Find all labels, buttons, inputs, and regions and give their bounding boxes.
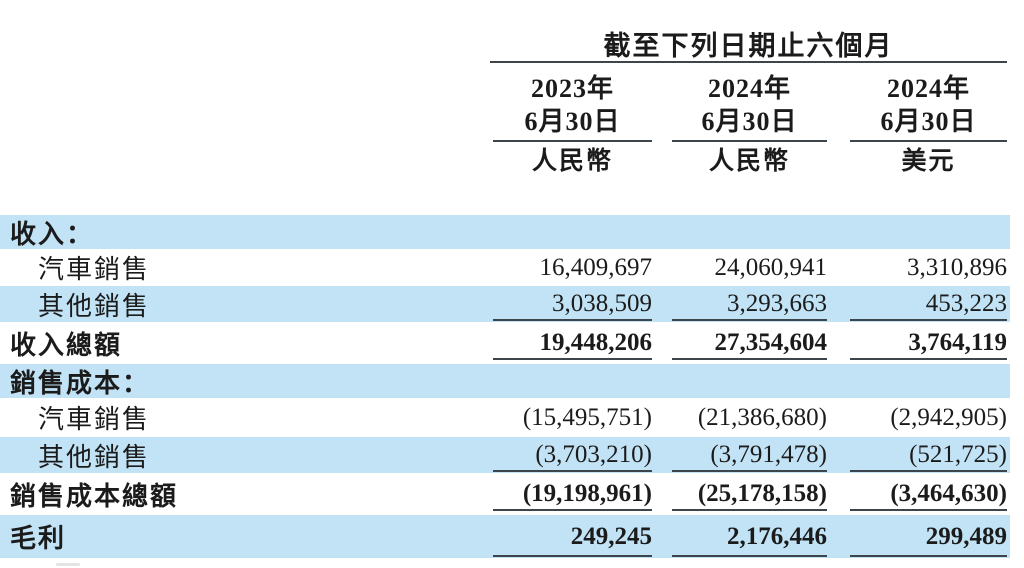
total-rule (493, 509, 652, 511)
cell-value: 3,310,896 (907, 253, 1007, 281)
column-header-2024-rmb: 2024年 6月30日 (672, 72, 827, 139)
total-rule (493, 555, 652, 557)
row-label: 銷售成本： (10, 368, 151, 398)
cell-value: 3,293,663 (727, 290, 827, 317)
cell-value: 16,409,697 (539, 253, 653, 281)
table-row-total-revenue: 收入總額 19,448,206 27,354,604 3,764,119 (0, 322, 1010, 364)
table-row-gross-profit: 毛利 249,245 2,176,446 299,489 (0, 515, 1010, 558)
table-row-cost-section: 銷售成本： (0, 364, 1010, 398)
header-rule-col3 (850, 140, 1007, 142)
table-row-other-sales: 其他銷售 3,038,509 3,293,663 453,223 (0, 286, 1010, 322)
cell-value: 27,354,604 (714, 329, 828, 356)
cell-value: (521,725) (909, 441, 1007, 468)
total-rule (850, 358, 1007, 360)
header-rule-col2 (672, 140, 827, 142)
subtotal-rule (493, 470, 652, 472)
table-row-vehicle-sales: 汽車銷售 16,409,697 24,060,941 3,310,896 (0, 249, 1010, 286)
cell-value: 2,176,446 (727, 522, 827, 550)
subtotal-rule (850, 470, 1007, 472)
cell-value: 19,448,206 (539, 329, 653, 356)
total-rule (672, 509, 827, 511)
currency-label: 人民幣 (531, 148, 613, 175)
row-label: 收入： (10, 219, 95, 249)
column-date: 6月30日 (880, 107, 977, 136)
row-label: 其他銷售 (38, 291, 151, 321)
column-header-2024-usd: 2024年 6月30日 (850, 72, 1007, 139)
cell-value: 24,060,941 (714, 253, 828, 281)
row-label: 銷售成本總額 (10, 481, 179, 511)
currency-label: 人民幣 (708, 148, 790, 175)
header-rule-col1 (493, 140, 652, 142)
cell-value: 453,223 (925, 290, 1007, 317)
cell-value: 299,489 (925, 522, 1007, 550)
header-rule-main (490, 61, 1007, 63)
cell-value: (3,464,630) (890, 480, 1007, 507)
row-label: 收入總額 (10, 330, 123, 360)
cell-value: (19,198,961) (522, 480, 652, 507)
column-year: 2024年 (886, 74, 970, 103)
column-header-2023-rmb: 2023年 6月30日 (493, 72, 652, 139)
total-rule (493, 358, 652, 360)
table-row-vehicle-cost: 汽車銷售 (15,495,751) (21,386,680) (2,942,90… (0, 398, 1010, 437)
subtotal-rule (493, 319, 652, 321)
cell-value: 3,038,509 (552, 290, 652, 317)
cell-value: (15,495,751) (522, 403, 652, 431)
subtotal-rule (672, 319, 827, 321)
cell-value: (3,703,210) (535, 441, 652, 468)
cell-value: (25,178,158) (697, 480, 827, 507)
subtotal-rule (672, 470, 827, 472)
currency-label: 美元 (901, 148, 956, 175)
table-row-total-cost: 銷售成本總額 (19,198,961) (25,178,158) (3,464,… (0, 473, 1010, 515)
cell-value: (21,386,680) (697, 403, 827, 431)
row-label: 汽車銷售 (38, 255, 151, 284)
period-header: 截至下列日期止六個月 (603, 31, 894, 61)
row-label: 汽車銷售 (38, 405, 151, 434)
total-rule (850, 509, 1007, 511)
cutoff-text-artifact (56, 563, 80, 566)
total-rule (850, 555, 1007, 557)
column-year: 2023年 (530, 74, 614, 103)
column-date: 6月30日 (701, 107, 798, 136)
cell-value: (2,942,905) (890, 403, 1007, 431)
cell-value: 249,245 (570, 522, 652, 550)
column-date: 6月30日 (524, 107, 621, 136)
subtotal-rule (850, 319, 1007, 321)
row-label: 毛利 (10, 524, 67, 553)
total-rule (672, 555, 827, 557)
cell-value: (3,791,478) (710, 441, 827, 468)
table-row-revenue-section: 收入： (0, 215, 1010, 249)
total-rule (672, 358, 827, 360)
cell-value: 3,764,119 (908, 329, 1007, 356)
column-year: 2024年 (707, 74, 791, 103)
row-label: 其他銷售 (38, 442, 151, 472)
table-row-other-cost: 其他銷售 (3,703,210) (3,791,478) (521,725) (0, 437, 1010, 473)
